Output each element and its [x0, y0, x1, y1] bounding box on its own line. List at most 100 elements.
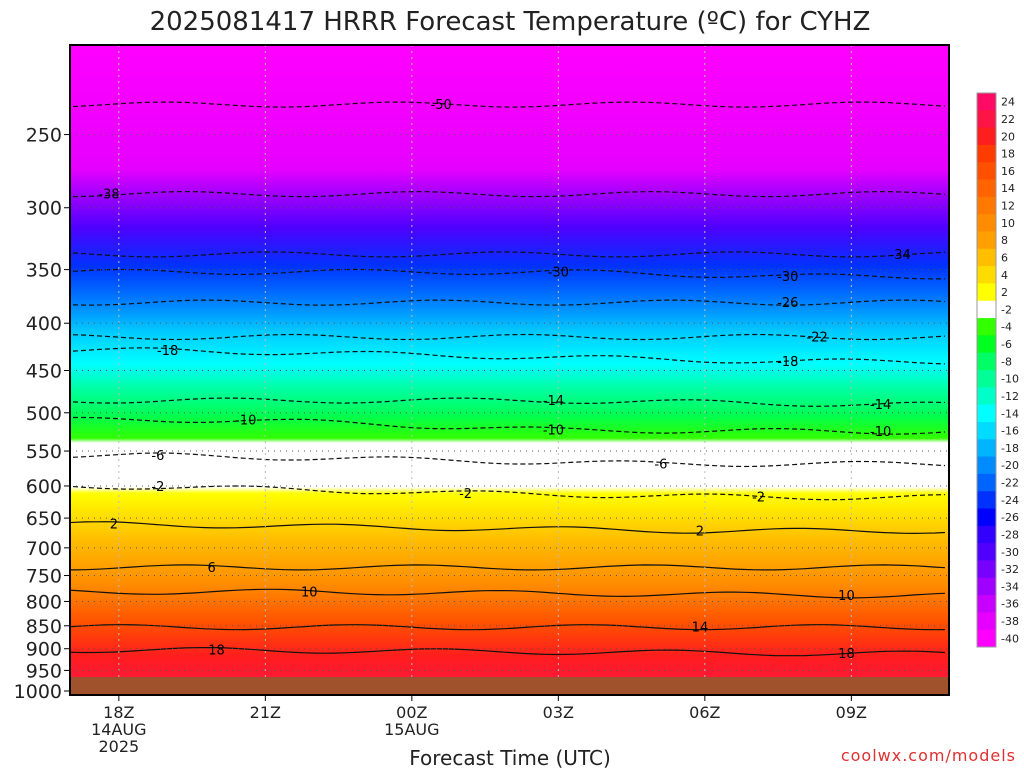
colorbar-label: 6: [1001, 251, 1008, 264]
colorbar-label: -6: [1001, 338, 1012, 351]
y-tick-label: 450: [26, 360, 62, 382]
contour-label: 10: [301, 585, 318, 600]
isotherm-line: [70, 416, 946, 435]
colorbar-label: 2: [1001, 286, 1008, 299]
colorbar-label: -18: [1001, 442, 1019, 455]
credit-text: coolwx.com/models: [841, 746, 1016, 765]
isotherm-line: [70, 397, 946, 407]
contour-label: -10: [543, 424, 564, 439]
y-tick-label: 350: [26, 260, 62, 282]
colorbar-label: -24: [1001, 494, 1019, 507]
x-tick-label: 18Z: [103, 703, 134, 722]
colorbar-label: -20: [1001, 459, 1019, 472]
isotherm-line: [70, 347, 946, 365]
chart-title: 2025081417 HRRR Forecast Temperature (ºC…: [150, 7, 871, 37]
contour-label: 6: [207, 561, 215, 576]
colorbar-swatch: [977, 421, 996, 440]
colorbar-swatch: [977, 560, 996, 579]
contour-label: 10: [838, 589, 855, 604]
isotherm-line: [70, 190, 946, 198]
colorbar-label: -32: [1001, 563, 1019, 576]
x-tick-label: 21Z: [250, 703, 281, 722]
colorbar-label: 4: [1001, 269, 1008, 282]
isotherm-line: [70, 521, 946, 535]
y-tick-label: 600: [26, 476, 62, 498]
contour-label: 18: [208, 644, 225, 659]
colorbar-swatch: [977, 266, 996, 284]
contour-label: -2: [151, 480, 164, 495]
contour-label: -26: [777, 296, 798, 311]
contour-label: -38: [98, 188, 119, 203]
y-tick-label: 750: [26, 566, 62, 588]
colorbar-label: -40: [1001, 632, 1019, 645]
colorbar-swatch: [977, 543, 996, 561]
isotherm-line: [70, 333, 946, 341]
isotherm-lines: [70, 101, 946, 657]
isotherm-line: [70, 564, 946, 571]
x-tick-label: 00Z: [396, 703, 427, 722]
colorbar-label: -34: [1001, 580, 1019, 593]
contour-label: -18: [157, 344, 178, 359]
x-tick-label: 09Z: [836, 703, 867, 722]
colorbar-label: -22: [1001, 477, 1019, 490]
contour-label: -30: [777, 270, 798, 285]
contour-label: -6: [654, 457, 667, 472]
y-tick-label: 950: [26, 660, 62, 682]
colorbar-label: -36: [1001, 598, 1019, 611]
colorbar-swatch: [977, 370, 996, 388]
x-tick-label: 14AUG: [91, 720, 146, 739]
contour-label: -50: [431, 98, 452, 113]
colorbar-label: -16: [1001, 425, 1019, 438]
colorbar-swatch: [977, 214, 996, 232]
colorbar-swatch: [977, 404, 996, 423]
colorbar-label: -12: [1001, 390, 1019, 403]
colorbar-label: -14: [1001, 407, 1019, 420]
colorbar-swatch: [977, 473, 996, 492]
colorbar-label: 20: [1001, 130, 1015, 143]
contour-label: -2: [752, 491, 765, 506]
pressure-axis: 2503003504004505005506006507007508008509…: [14, 125, 70, 703]
colorbar-label: -38: [1001, 615, 1019, 628]
colorbar-legend: 24 22 20 18 16 14 12 10 8 6 4 2 -2 -4 -6 -8 -10 -12 -14 -16…: [976, 92, 1019, 648]
y-tick-label: 550: [26, 441, 62, 463]
x-tick-label: 03Z: [543, 703, 574, 722]
contour-label: 2: [696, 524, 704, 539]
y-tick-label: 300: [26, 198, 62, 220]
isotherm-line: [70, 251, 946, 258]
colorbar-swatch: [977, 387, 996, 406]
colorbar-swatch: [977, 110, 996, 129]
isotherm-line: [70, 299, 946, 306]
colorbar-label: -10: [1001, 373, 1019, 386]
colorbar-swatch: [977, 629, 996, 648]
x-tick-label: 15AUG: [384, 720, 439, 739]
x-tick-label: 2025: [98, 737, 139, 756]
colorbar-swatch: [977, 595, 996, 613]
colorbar-label: 22: [1001, 113, 1015, 126]
colorbar-label: -28: [1001, 528, 1019, 541]
colorbar-label: 24: [1001, 96, 1015, 109]
y-tick-label: 1000: [14, 681, 62, 703]
contour-label: -34: [890, 248, 911, 263]
ground-surface: [70, 677, 949, 695]
plot-area: -50-38-34-30 -30-26-22-18-18-14 -14-10-10-…: [70, 45, 949, 695]
colorbar-swatch: [977, 144, 996, 163]
contour-label: 18: [838, 647, 855, 662]
contour-label: -10: [235, 413, 256, 428]
isotherm-line: [70, 101, 946, 108]
contour-label: -10: [870, 425, 891, 440]
colorbar-swatch: [977, 577, 996, 596]
y-tick-label: 700: [26, 538, 62, 560]
temperature-field: [70, 45, 949, 695]
colorbar-swatch: [977, 248, 996, 267]
colorbar-label: 14: [1001, 182, 1015, 195]
contour-label: -14: [870, 398, 891, 413]
contour-label: -6: [151, 449, 164, 464]
contour-label: -2: [459, 487, 472, 502]
colorbar-label: 12: [1001, 200, 1015, 213]
contour-label: -14: [543, 394, 564, 409]
colorbar-swatch: [977, 231, 996, 250]
colorbar-swatch: [977, 491, 996, 509]
colorbar-label: -2: [1001, 303, 1012, 316]
